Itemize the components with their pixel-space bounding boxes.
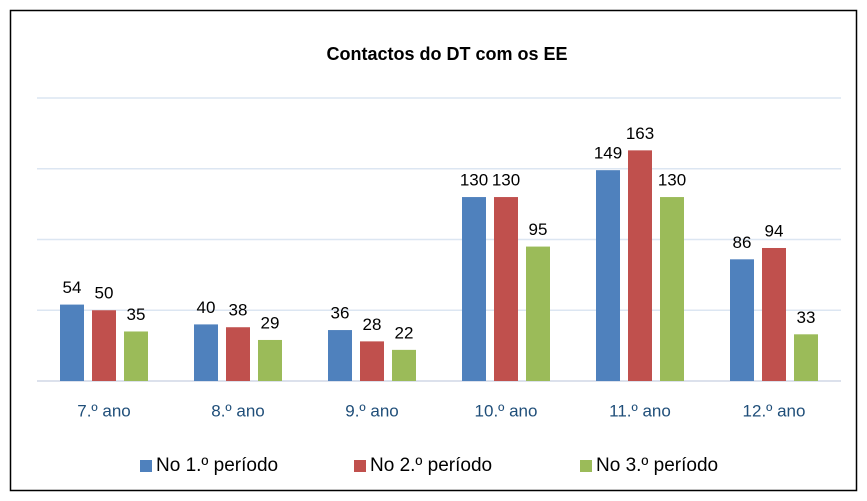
- bar: [258, 339, 282, 381]
- data-label: 22: [395, 323, 414, 342]
- bar: [462, 197, 486, 381]
- bar: [526, 246, 550, 381]
- bar: [226, 327, 250, 381]
- data-label: 29: [261, 313, 280, 332]
- data-label: 130: [492, 171, 520, 190]
- bar: [124, 331, 148, 381]
- bar: [194, 324, 218, 381]
- x-tick-label: 9.º ano: [345, 401, 398, 420]
- bar: [92, 310, 116, 381]
- legend-swatch: [580, 460, 592, 472]
- bar: [660, 197, 684, 381]
- data-label: 40: [197, 298, 216, 317]
- bar: [494, 197, 518, 381]
- data-label: 149: [594, 144, 622, 163]
- bar: [628, 150, 652, 381]
- data-label: 95: [529, 220, 548, 239]
- bar: [392, 349, 416, 381]
- x-tick-label: 11.º ano: [609, 401, 671, 420]
- bar: [730, 259, 754, 381]
- legend-label: No 3.º período: [596, 455, 718, 476]
- chart-frame: [9, 9, 858, 492]
- bar: [794, 334, 818, 381]
- legend-label: No 1.º período: [156, 455, 278, 476]
- bar: [60, 304, 84, 381]
- data-label: 86: [733, 233, 752, 252]
- data-label: 35: [127, 305, 146, 324]
- x-tick-label: 12.º ano: [743, 401, 806, 420]
- x-tick-label: 10.º ano: [475, 401, 538, 420]
- bar: [596, 170, 620, 381]
- chart-title: Contactos do DT com os EE: [326, 44, 567, 64]
- x-tick-label: 7.º ano: [77, 401, 130, 420]
- data-label: 50: [95, 284, 114, 303]
- data-label: 130: [460, 171, 488, 190]
- legend-swatch: [354, 460, 366, 472]
- data-label: 33: [797, 308, 816, 327]
- data-label: 28: [363, 315, 382, 334]
- legend-label: No 2.º período: [370, 455, 492, 476]
- data-label: 163: [626, 124, 654, 143]
- bar: [762, 247, 786, 381]
- x-tick-label: 8.º ano: [211, 401, 264, 420]
- data-label: 36: [331, 304, 350, 323]
- legend-swatch: [140, 460, 152, 472]
- data-label: 130: [658, 171, 686, 190]
- bar: [328, 330, 352, 381]
- bar: [360, 341, 384, 381]
- data-label: 38: [229, 301, 248, 320]
- data-label: 54: [63, 278, 82, 297]
- data-label: 94: [765, 221, 784, 240]
